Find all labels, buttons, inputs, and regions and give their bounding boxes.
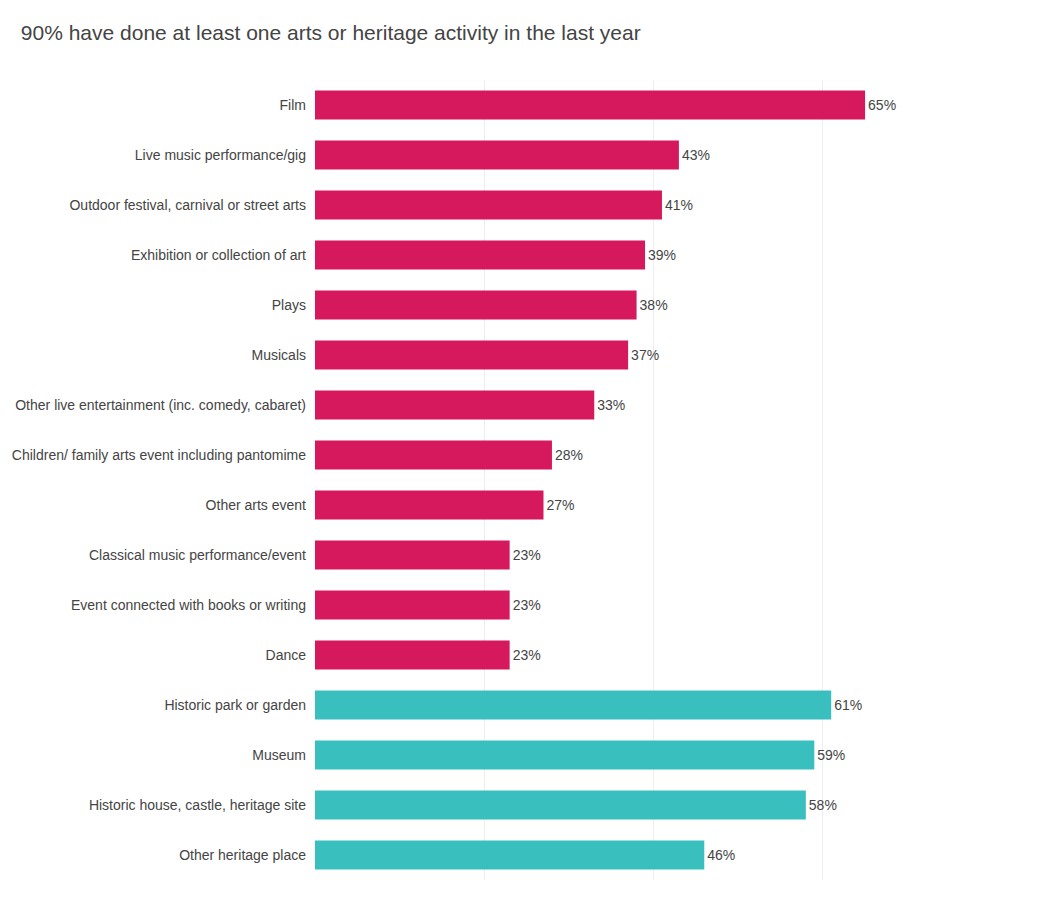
svg-text:Museum: Museum (252, 747, 306, 763)
svg-text:Film: Film (280, 97, 306, 113)
svg-text:Musicals: Musicals (252, 347, 306, 363)
svg-text:23%: 23% (513, 647, 541, 663)
svg-text:37%: 37% (631, 347, 659, 363)
svg-text:Plays: Plays (272, 297, 306, 313)
svg-text:Live music performance/gig: Live music performance/gig (135, 147, 306, 163)
svg-text:33%: 33% (597, 397, 625, 413)
svg-text:43%: 43% (682, 147, 710, 163)
svg-text:65%: 65% (868, 97, 896, 113)
svg-text:61%: 61% (834, 697, 862, 713)
svg-text:Classical music performance/ev: Classical music performance/event (89, 547, 306, 563)
svg-text:Historic park or garden: Historic park or garden (164, 697, 306, 713)
svg-text:Dance: Dance (266, 647, 307, 663)
svg-text:Other heritage place: Other heritage place (179, 847, 306, 863)
svg-text:23%: 23% (513, 597, 541, 613)
svg-text:41%: 41% (665, 197, 693, 213)
svg-text:Historic house, castle, herita: Historic house, castle, heritage site (89, 797, 306, 813)
svg-text:90% have done at least one art: 90% have done at least one arts or herit… (21, 21, 641, 44)
svg-text:Outdoor festival, carnival or: Outdoor festival, carnival or street art… (69, 197, 306, 213)
svg-text:Other arts event: Other arts event (206, 497, 306, 513)
svg-text:58%: 58% (809, 797, 837, 813)
svg-text:Event connected with books or: Event connected with books or writing (71, 597, 306, 613)
svg-text:Other live entertainment (inc.: Other live entertainment (inc. comedy, c… (15, 397, 306, 413)
svg-text:39%: 39% (648, 247, 676, 263)
svg-text:38%: 38% (640, 297, 668, 313)
svg-text:Exhibition or collection of ar: Exhibition or collection of art (131, 247, 306, 263)
svg-text:28%: 28% (555, 447, 583, 463)
svg-text:27%: 27% (546, 497, 574, 513)
svg-text:23%: 23% (513, 547, 541, 563)
svg-text:Children/ family arts event in: Children/ family arts event including pa… (12, 447, 306, 463)
svg-text:59%: 59% (817, 747, 845, 763)
svg-text:46%: 46% (707, 847, 735, 863)
